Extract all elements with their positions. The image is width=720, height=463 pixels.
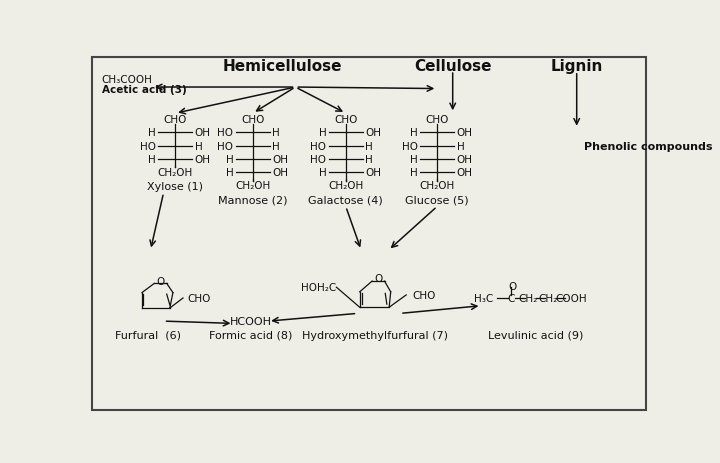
Text: CH₂OH: CH₂OH <box>158 167 193 177</box>
Text: H₃C: H₃C <box>474 294 493 303</box>
Text: Mannose (2): Mannose (2) <box>218 195 287 205</box>
Text: H: H <box>148 154 156 164</box>
Text: HO: HO <box>140 141 156 151</box>
Text: Levulinic acid (9): Levulinic acid (9) <box>488 330 583 340</box>
Text: HO: HO <box>217 128 233 138</box>
Text: H: H <box>272 141 280 151</box>
Text: H: H <box>225 167 233 177</box>
Text: CH₂OH: CH₂OH <box>235 181 271 190</box>
Text: CHO: CHO <box>334 115 357 125</box>
Text: OH: OH <box>194 128 211 138</box>
Text: H: H <box>410 128 418 138</box>
Text: CHO: CHO <box>163 115 187 125</box>
Text: OH: OH <box>456 154 472 164</box>
Text: H: H <box>365 141 373 151</box>
Text: H: H <box>410 154 418 164</box>
Text: H: H <box>148 128 156 138</box>
Text: OH: OH <box>194 154 211 164</box>
Text: H: H <box>365 154 373 164</box>
Text: HO: HO <box>310 141 326 151</box>
Text: O: O <box>508 282 516 292</box>
Text: COOH: COOH <box>555 294 587 303</box>
Text: Galactose (4): Galactose (4) <box>308 195 383 205</box>
Text: H: H <box>410 167 418 177</box>
Text: OH: OH <box>456 167 472 177</box>
Text: HO: HO <box>402 141 418 151</box>
Text: OH: OH <box>365 167 381 177</box>
Text: OH: OH <box>272 167 288 177</box>
Text: HO: HO <box>217 141 233 151</box>
Text: CHO: CHO <box>413 290 436 300</box>
Text: Glucose (5): Glucose (5) <box>405 195 469 205</box>
Text: Cellulose: Cellulose <box>414 59 492 74</box>
Text: CH₂: CH₂ <box>539 294 558 303</box>
Text: HOH₂C: HOH₂C <box>301 282 336 293</box>
Text: CH₂OH: CH₂OH <box>328 181 364 190</box>
Text: O: O <box>374 273 382 283</box>
Text: C: C <box>507 294 515 303</box>
Text: Acetic acid (3): Acetic acid (3) <box>102 84 186 94</box>
Text: Lignin: Lignin <box>551 59 603 74</box>
Text: CH₂OH: CH₂OH <box>420 181 455 190</box>
Text: OH: OH <box>456 128 472 138</box>
Text: Xylose (1): Xylose (1) <box>148 181 203 191</box>
Text: H: H <box>456 141 464 151</box>
Text: H: H <box>319 128 326 138</box>
Text: CHO: CHO <box>426 115 449 125</box>
Text: O: O <box>156 276 165 287</box>
Text: Hydroxymethylfurfural (7): Hydroxymethylfurfural (7) <box>302 330 448 340</box>
Text: Formic acid (8): Formic acid (8) <box>209 330 292 340</box>
Text: HCOOH: HCOOH <box>230 316 271 326</box>
Text: OH: OH <box>365 128 381 138</box>
Text: Phenolic compounds: Phenolic compounds <box>585 142 713 152</box>
Text: OH: OH <box>272 154 288 164</box>
Text: H: H <box>319 167 326 177</box>
Text: H: H <box>272 128 280 138</box>
Text: CHO: CHO <box>241 115 264 125</box>
Text: H: H <box>225 154 233 164</box>
Text: Hemicellulose: Hemicellulose <box>222 59 342 74</box>
Text: CHO: CHO <box>187 294 210 303</box>
Text: CH₂: CH₂ <box>518 294 538 303</box>
Text: CH₃COOH: CH₃COOH <box>102 75 153 85</box>
Text: Furfural  (6): Furfural (6) <box>115 330 181 340</box>
Text: HO: HO <box>310 154 326 164</box>
Text: H: H <box>194 141 202 151</box>
